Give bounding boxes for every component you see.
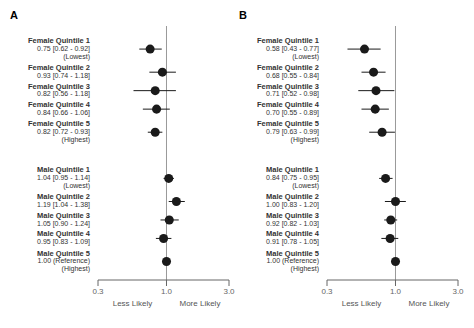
svg-text:Male Quintile 2: Male Quintile 2 — [37, 192, 90, 201]
svg-text:Female Quintile 2: Female Quintile 2 — [28, 63, 90, 72]
svg-text:Male Quintile 3: Male Quintile 3 — [37, 211, 90, 220]
svg-text:Female Quintile 3: Female Quintile 3 — [257, 82, 319, 91]
svg-text:Male Quintile 1: Male Quintile 1 — [266, 165, 319, 174]
html-text:A: A — [10, 9, 18, 21]
svg-text:1.00 [0.83 - 1.20]: 1.00 [0.83 - 1.20] — [266, 201, 319, 209]
svg-text:Female Quintile 3: Female Quintile 3 — [28, 82, 90, 91]
svg-text:0.93 [0.74 - 1.18]: 0.93 [0.74 - 1.18] — [37, 72, 90, 80]
svg-text:Female Quintile 5: Female Quintile 5 — [28, 119, 90, 128]
svg-text:Less Likely: Less Likely — [113, 299, 153, 308]
svg-text:(Lowest): (Lowest) — [63, 53, 90, 61]
svg-text:0.3: 0.3 — [92, 287, 104, 296]
svg-text:More Likely: More Likely — [408, 299, 449, 308]
svg-text:(Highest): (Highest) — [291, 136, 319, 144]
svg-text:0.84 [0.75 - 0.95]: 0.84 [0.75 - 0.95] — [266, 174, 319, 182]
svg-text:Female Quintile 1: Female Quintile 1 — [28, 36, 90, 45]
svg-text:Male Quintile 5: Male Quintile 5 — [37, 249, 90, 258]
svg-text:Male Quintile 5: Male Quintile 5 — [266, 249, 319, 258]
svg-text:0.58 [0.43 - 0.77]: 0.58 [0.43 - 0.77] — [266, 45, 319, 53]
html-text:B: B — [239, 9, 247, 21]
svg-text:1.05 [0.90 - 1.24]: 1.05 [0.90 - 1.24] — [37, 220, 90, 228]
svg-text:0.82 [0.56 - 1.18]: 0.82 [0.56 - 1.18] — [37, 90, 90, 98]
svg-text:Female Quintile 2: Female Quintile 2 — [257, 63, 319, 72]
svg-text:0.82 [0.72 - 0.93]: 0.82 [0.72 - 0.93] — [37, 128, 90, 136]
svg-text:0.68 [0.55 - 0.84]: 0.68 [0.55 - 0.84] — [266, 72, 319, 80]
svg-text:3.0: 3.0 — [223, 287, 235, 296]
svg-text:0.84 [0.66 - 1.06]: 0.84 [0.66 - 1.06] — [37, 109, 90, 117]
svg-text:Male Quintile 3: Male Quintile 3 — [266, 211, 319, 220]
svg-text:(Highest): (Highest) — [62, 265, 90, 273]
svg-text:0.70 [0.55 - 0.89]: 0.70 [0.55 - 0.89] — [266, 109, 319, 117]
svg-text:0.92 [0.82 - 1.03]: 0.92 [0.82 - 1.03] — [266, 220, 319, 228]
svg-text:1.0: 1.0 — [390, 287, 402, 296]
svg-text:0.75 [0.62 - 0.92]: 0.75 [0.62 - 0.92] — [37, 45, 90, 53]
svg-text:0.71 [0.52 - 0.98]: 0.71 [0.52 - 0.98] — [266, 90, 319, 98]
svg-text:(Highest): (Highest) — [62, 136, 90, 144]
svg-text:Female Quintile 1: Female Quintile 1 — [257, 36, 319, 45]
svg-text:Female Quintile 4: Female Quintile 4 — [257, 100, 320, 109]
svg-text:0.79 [0.63 - 0.99]: 0.79 [0.63 - 0.99] — [266, 128, 319, 136]
svg-text:(Lowest): (Lowest) — [63, 182, 90, 190]
svg-text:1.0: 1.0 — [161, 287, 173, 296]
svg-text:Male Quintile 4: Male Quintile 4 — [266, 229, 320, 238]
svg-text:0.91 [0.78 - 1.05]: 0.91 [0.78 - 1.05] — [266, 238, 319, 246]
svg-text:Female Quintile 5: Female Quintile 5 — [257, 119, 319, 128]
svg-text:1.19 [1.04 - 1.38]: 1.19 [1.04 - 1.38] — [37, 201, 90, 209]
svg-text:(Lowest): (Lowest) — [292, 182, 319, 190]
svg-text:Female Quintile 4: Female Quintile 4 — [28, 100, 91, 109]
svg-text:1.00 (Reference): 1.00 (Reference) — [37, 257, 90, 265]
svg-text:1.04 [0.95 - 1.14]: 1.04 [0.95 - 1.14] — [37, 174, 90, 182]
svg-text:1.00 (Reference): 1.00 (Reference) — [266, 257, 319, 265]
svg-text:(Lowest): (Lowest) — [292, 53, 319, 61]
svg-text:0.95 [0.83 - 1.09]: 0.95 [0.83 - 1.09] — [37, 238, 90, 246]
svg-text:Male Quintile 2: Male Quintile 2 — [266, 192, 319, 201]
svg-text:Less Likely: Less Likely — [342, 299, 382, 308]
svg-text:Male Quintile 4: Male Quintile 4 — [37, 229, 91, 238]
svg-text:0.3: 0.3 — [321, 287, 333, 296]
svg-text:More Likely: More Likely — [179, 299, 220, 308]
svg-text:Male Quintile 1: Male Quintile 1 — [37, 165, 90, 174]
svg-text:3.0: 3.0 — [452, 287, 464, 296]
svg-text:(Highest): (Highest) — [291, 265, 319, 273]
